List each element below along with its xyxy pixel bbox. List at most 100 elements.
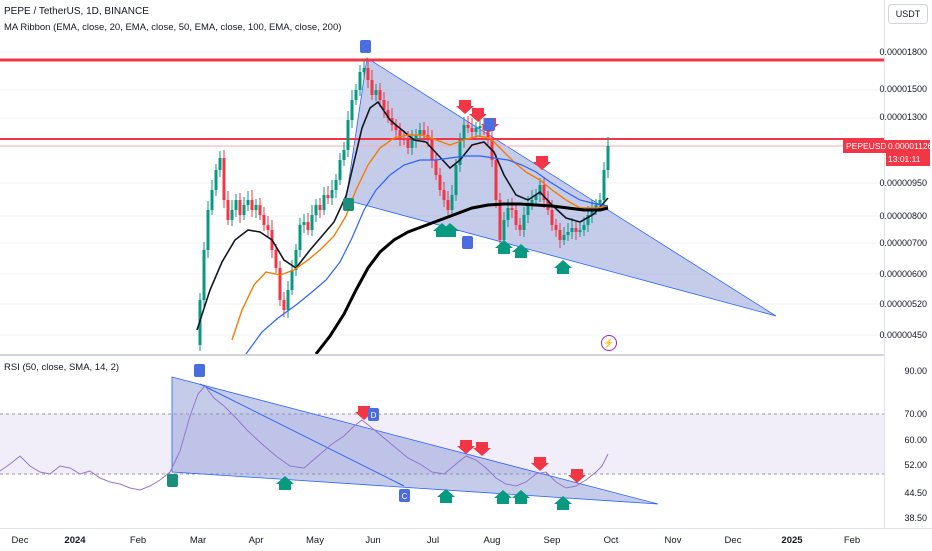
chart-title[interactable]: PEPE / TetherUS, 1D, BINANCE — [4, 6, 149, 17]
price-chart-canvas[interactable] — [0, 0, 884, 354]
candle-body — [290, 270, 294, 290]
candle-body — [206, 210, 210, 250]
rsi-trend-line — [199, 383, 405, 487]
rsi-marker-c-label: C — [402, 492, 408, 501]
candle-body — [602, 170, 606, 200]
time-tick: Dec — [724, 535, 742, 546]
candle-body — [422, 130, 426, 135]
candle-body — [294, 250, 298, 270]
time-tick: Oct — [603, 535, 619, 546]
candle-body — [430, 140, 434, 160]
up-arrow-icon — [495, 240, 513, 254]
time-tick: May — [306, 535, 324, 546]
candle-body — [454, 165, 458, 195]
time-tick: Aug — [483, 535, 501, 546]
candle-body — [414, 135, 418, 140]
candle-body — [486, 130, 490, 140]
time-tick: Nov — [664, 535, 682, 546]
currency-button[interactable]: USDT — [888, 4, 928, 24]
ema20-line — [196, 100, 609, 331]
up-arrow-icon — [512, 244, 530, 258]
price-tick: 0.00000950 — [879, 178, 927, 188]
ticker-tag: PEPEUSDT — [843, 140, 895, 153]
candle-body — [354, 90, 358, 100]
candle-body — [506, 208, 510, 220]
candle-body — [254, 205, 258, 210]
rsi-tick: 52.00 — [904, 460, 927, 470]
candle-body — [466, 125, 470, 128]
candle-body — [574, 228, 578, 232]
candle-body — [550, 210, 554, 225]
candle-body — [514, 210, 518, 225]
time-axis[interactable]: Dec 2024 Feb Mar Apr May Jun Jul Aug Sep Oct Nov Dec… — [0, 528, 932, 551]
price-tick: 0.00001500 — [879, 84, 927, 94]
time-tick: Feb — [129, 535, 147, 546]
rsi-band — [0, 414, 884, 474]
candle-body — [298, 225, 302, 250]
wave-marker-c — [462, 236, 473, 249]
candle-body — [478, 126, 482, 128]
candle-body — [534, 195, 538, 200]
candle-body — [494, 160, 498, 200]
candle-body — [234, 200, 238, 210]
candle-body — [222, 158, 226, 200]
candle-body — [598, 200, 602, 205]
candle-body — [418, 130, 422, 135]
candle-body — [562, 235, 566, 240]
time-tick: Feb — [843, 535, 861, 546]
down-arrow-icon — [473, 442, 491, 456]
up-arrow-icon — [494, 490, 512, 504]
candle-body — [350, 100, 354, 120]
rsi-tick: 44.50 — [904, 488, 927, 498]
candle-body — [326, 195, 330, 198]
candle-body — [446, 200, 450, 210]
ema100-line — [245, 155, 609, 354]
candle-body — [358, 72, 362, 90]
time-tick: 2025 — [781, 535, 803, 546]
candle-body — [530, 200, 534, 205]
rsi-wave-marker-c — [399, 489, 410, 502]
candle-body — [330, 190, 334, 198]
rsi-chart-canvas[interactable]: DC — [0, 356, 884, 528]
candle-body — [306, 222, 310, 230]
candle-body — [382, 100, 386, 110]
candle-body — [218, 158, 222, 170]
candle-body — [578, 230, 582, 232]
up-arrow-icon — [437, 489, 455, 503]
price-tick: 0.00001300 — [879, 112, 927, 122]
ma-ribbon-legend[interactable]: MA Ribbon (EMA, close, 20, EMA, close, 5… — [4, 22, 342, 33]
candle-body — [274, 250, 278, 268]
price-chart-pane[interactable] — [0, 0, 884, 354]
candle-body — [554, 225, 558, 230]
candle-body — [566, 232, 570, 235]
candle-body — [286, 290, 290, 310]
candle-body — [226, 200, 230, 220]
rsi-marker-d-label: D — [371, 411, 377, 420]
time-tick: Jul — [426, 535, 440, 546]
pane-divider[interactable] — [0, 354, 932, 356]
rsi-tick: 90.00 — [904, 366, 927, 376]
candle-body — [362, 68, 366, 72]
up-arrow-icon — [441, 223, 459, 237]
candle-body — [242, 205, 246, 215]
price-tick: 0.00000800 — [879, 211, 927, 221]
down-arrow-icon — [469, 108, 487, 122]
candle-body — [246, 200, 250, 205]
down-arrow-icon — [533, 156, 551, 170]
flash-icon[interactable]: ⚡ — [601, 335, 617, 351]
candle-body — [374, 90, 378, 95]
rsi-legend[interactable]: RSI (50, close, SMA, 14, 2) — [4, 362, 120, 373]
rsi-wave-marker-d — [368, 408, 379, 421]
candle-body — [570, 228, 574, 232]
up-arrow-icon — [554, 496, 572, 510]
candle-body — [342, 150, 346, 160]
falling-wedge-shape — [345, 57, 777, 317]
wave-marker-d — [484, 118, 495, 131]
price-axis[interactable]: 0.00001800 0.00001500 0.00001300 0.00000… — [879, 0, 932, 530]
price-tick: 0.00001800 — [879, 47, 927, 57]
candle-body — [262, 215, 266, 225]
candle-body — [378, 90, 382, 100]
current-price-tag: 0.00001126 — [886, 140, 932, 153]
rsi-tick: 70.00 — [904, 409, 927, 419]
